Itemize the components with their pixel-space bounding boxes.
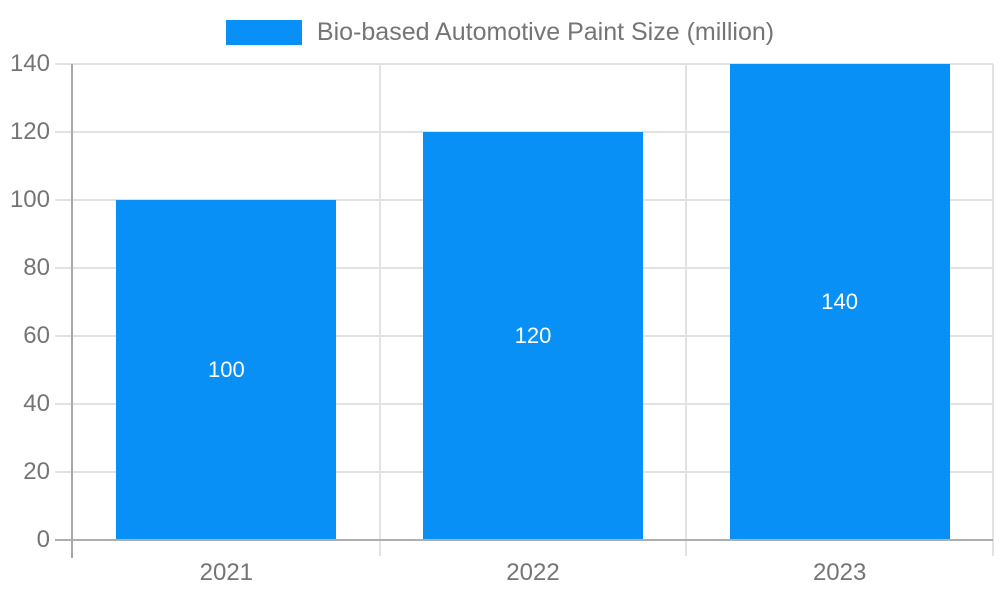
bar-value-label: 120 (514, 323, 552, 348)
gridline-horizontal (55, 63, 993, 65)
bar-2021[interactable]: 100 (116, 200, 337, 540)
x-axis-baseline (55, 539, 993, 541)
gridline-vertical (685, 64, 688, 556)
x-tick-label: 2022 (506, 559, 560, 586)
x-tick-label: 2021 (199, 559, 254, 586)
y-axis-labels: 0 20 40 60 80 100 120 140 (0, 52, 50, 552)
legend-swatch (225, 20, 302, 45)
y-tick-label: 0 (36, 526, 50, 553)
y-tick-label: 100 (9, 186, 50, 213)
y-tick-label: 40 (23, 390, 50, 417)
y-tick-label: 20 (23, 458, 50, 485)
bar-value-label: 100 (207, 357, 245, 382)
y-tick-label: 60 (23, 322, 50, 349)
plot-area: 100 120 140 (55, 63, 994, 558)
x-tick-label: 2023 (812, 559, 867, 586)
bar-value-label: 140 (821, 289, 859, 314)
legend-label: Bio-based Automotive Paint Size (million… (316, 18, 775, 46)
gridline-vertical (378, 64, 381, 556)
chart-legend: Bio-based Automotive Paint Size (million… (0, 18, 1000, 47)
bar-2023[interactable]: 140 (729, 64, 950, 540)
y-tick-label: 140 (9, 50, 50, 77)
y-tick-label: 80 (23, 254, 50, 281)
y-axis-line (71, 64, 73, 558)
bar-2022[interactable]: 120 (423, 132, 643, 540)
y-tick-label: 120 (9, 118, 50, 145)
x-axis-labels: 2021 2022 2023 (73, 559, 993, 589)
gridline-vertical (992, 64, 994, 556)
